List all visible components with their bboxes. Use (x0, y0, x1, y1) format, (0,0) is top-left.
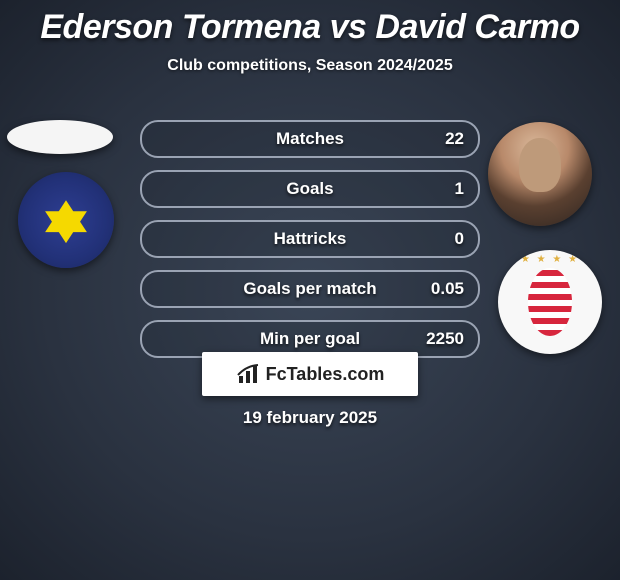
stat-label: Goals per match (243, 279, 376, 299)
stat-row: Hattricks 0 (140, 220, 480, 258)
player-right-avatar (488, 122, 592, 226)
stat-value: 1 (455, 179, 464, 199)
subtitle: Club competitions, Season 2024/2025 (0, 57, 620, 75)
stat-row: Matches 22 (140, 120, 480, 158)
club-left-badge (18, 172, 114, 268)
stat-label: Matches (276, 129, 344, 149)
stat-value: 0 (455, 229, 464, 249)
match-title: Ederson Tormena vs David Carmo (0, 0, 620, 47)
stat-value: 0.05 (431, 279, 464, 299)
crown-stars-icon: ★ ★ ★ ★ (498, 254, 602, 265)
stats-panel: Matches 22 Goals 1 Hattricks 0 Goals per… (140, 120, 480, 370)
logo-text: FcTables.com (266, 364, 385, 385)
stripes-icon (528, 268, 572, 336)
stat-row: Goals per match 0.05 (140, 270, 480, 308)
stat-value: 22 (445, 129, 464, 149)
date-label: 19 february 2025 (0, 408, 620, 428)
stat-label: Goals (286, 179, 333, 199)
stat-label: Hattricks (274, 229, 347, 249)
stat-value: 2250 (426, 329, 464, 349)
comparison-card: Ederson Tormena vs David Carmo Club comp… (0, 0, 620, 580)
club-right-badge: ★ ★ ★ ★ (498, 250, 602, 354)
stat-row: Goals 1 (140, 170, 480, 208)
player-left-avatar (7, 120, 113, 154)
source-logo: FcTables.com (202, 352, 418, 396)
bar-chart-icon (236, 362, 260, 386)
stat-label: Min per goal (260, 329, 360, 349)
